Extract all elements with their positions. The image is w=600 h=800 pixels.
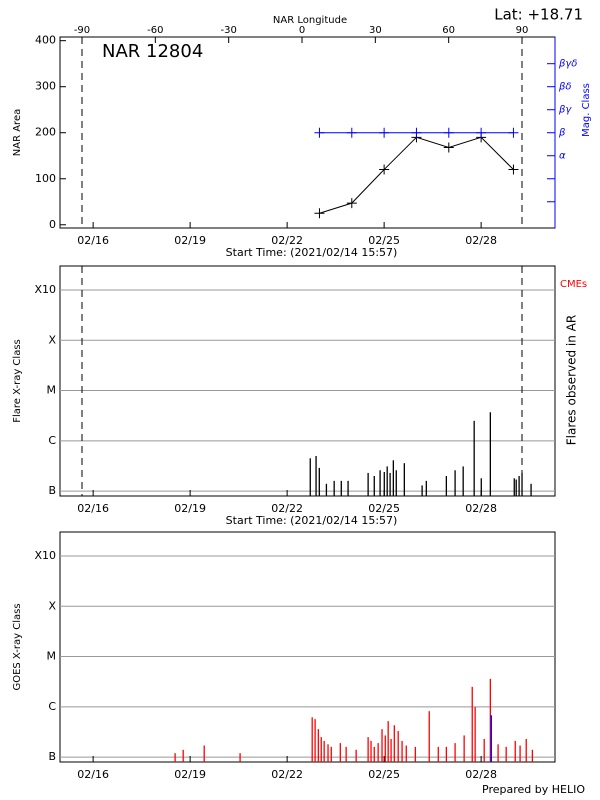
- y2-axis-label: Flares observed in AR: [565, 315, 579, 445]
- x-tick-label: 02/28: [465, 768, 497, 781]
- y-tick-label: 400: [35, 34, 56, 47]
- y-axis-label: Flare X-ray Class: [12, 339, 23, 423]
- point-marker: [443, 127, 454, 138]
- point-marker: [508, 164, 519, 175]
- point-marker: [314, 208, 325, 219]
- x2-tick-label: -60: [147, 25, 163, 36]
- y2-tick-label: β: [558, 128, 566, 139]
- y2-tick-label: α: [559, 151, 566, 162]
- y2-tick-label: βγδ: [558, 59, 577, 70]
- y2-tick-label: βδ: [558, 82, 572, 93]
- point-marker: [314, 127, 325, 138]
- series-line: [319, 136, 514, 214]
- plot-frame: [59, 531, 556, 763]
- y-tick-label: X: [48, 333, 56, 346]
- plot-frame: [59, 265, 556, 497]
- x2-axis-label: NAR Longitude: [273, 15, 347, 26]
- x2-tick-label: -90: [74, 25, 90, 36]
- point-marker: [346, 127, 357, 138]
- y-tick-label: C: [48, 434, 56, 447]
- y-tick-label: 100: [35, 172, 56, 185]
- x-tick-label: 02/22: [271, 768, 303, 781]
- point-marker: [411, 127, 422, 138]
- y-axis-label: GOES X-ray Class: [12, 603, 23, 690]
- point-marker: [379, 164, 390, 175]
- x-tick-label: 02/19: [174, 768, 206, 781]
- footer: Prepared by HELIO: [482, 783, 585, 796]
- y2-tick-label: βγ: [558, 105, 572, 116]
- x2-tick-label: -30: [220, 25, 236, 36]
- y-tick-label: X10: [34, 283, 56, 296]
- x-tick-label: 02/25: [368, 502, 400, 515]
- y-axis-label: NAR Area: [12, 109, 23, 156]
- x2-tick-label: 90: [516, 25, 529, 36]
- x2-tick-label: 30: [369, 25, 382, 36]
- x-tick-label: 02/28: [465, 502, 497, 515]
- y-tick-label: 200: [35, 126, 56, 139]
- x-tick-label: 02/28: [465, 234, 497, 247]
- annotation: CMEs: [560, 279, 587, 290]
- point-marker: [508, 127, 519, 138]
- y-tick-label: M: [47, 384, 57, 397]
- point-marker: [476, 127, 487, 138]
- y-tick-label: M: [47, 650, 57, 663]
- x-tick-label: 02/16: [77, 502, 109, 515]
- x2-tick-label: 0: [299, 25, 305, 36]
- x-tick-label: 02/16: [77, 234, 109, 247]
- x-axis-label: Start Time: (2021/02/14 15:57): [226, 246, 398, 259]
- point-marker: [443, 142, 454, 153]
- x-tick-label: 02/22: [271, 502, 303, 515]
- x-axis-label: Start Time: (2021/02/14 15:57): [226, 514, 398, 527]
- y2-axis-label: Mag. Class: [581, 83, 592, 137]
- point-marker: [346, 198, 357, 209]
- y-tick-label: B: [48, 750, 56, 763]
- y-tick-label: X10: [34, 549, 56, 562]
- latitude-label: Lat: +18.71: [494, 6, 583, 24]
- x-tick-label: 02/19: [174, 234, 206, 247]
- x-tick-label: 02/25: [368, 234, 400, 247]
- panel-title: NAR 12804: [102, 41, 203, 62]
- x-tick-label: 02/19: [174, 502, 206, 515]
- y-tick-label: B: [48, 484, 56, 497]
- y-tick-label: 300: [35, 80, 56, 93]
- x2-tick-label: 60: [442, 25, 455, 36]
- y-tick-label: 0: [49, 218, 56, 231]
- point-marker: [379, 127, 390, 138]
- x-tick-label: 02/16: [77, 768, 109, 781]
- y-tick-label: X: [48, 599, 56, 612]
- y-tick-label: C: [48, 700, 56, 713]
- x-tick-label: 02/25: [368, 768, 400, 781]
- x-tick-label: 02/22: [271, 234, 303, 247]
